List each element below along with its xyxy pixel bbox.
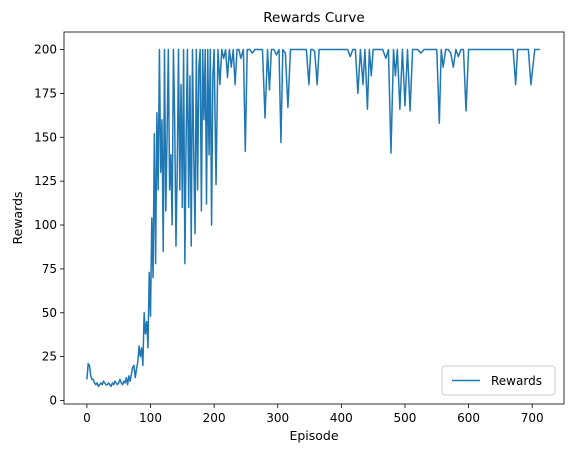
x-tick-label: 0 xyxy=(83,411,91,425)
y-tick-label: 75 xyxy=(42,262,57,276)
x-tick-label: 100 xyxy=(139,411,162,425)
y-tick-label: 100 xyxy=(34,218,57,232)
x-axis-label: Episode xyxy=(289,428,338,443)
y-tick-label: 175 xyxy=(34,86,57,100)
x-tick-label: 700 xyxy=(521,411,544,425)
legend-label-rewards: Rewards xyxy=(491,374,542,388)
y-tick-label: 0 xyxy=(49,393,57,407)
y-tick-label: 50 xyxy=(42,306,57,320)
x-tick-label: 600 xyxy=(457,411,480,425)
chart-title: Rewards Curve xyxy=(263,10,364,26)
x-tick-label: 400 xyxy=(330,411,353,425)
legend: Rewards xyxy=(441,365,556,396)
axes-frame xyxy=(63,31,565,405)
y-axis-label: Rewards xyxy=(10,191,25,244)
x-tick-label: 200 xyxy=(203,411,226,425)
x-axis: 0 100 200 300 400 500 600 700 xyxy=(83,404,544,425)
series-line-rewards xyxy=(86,48,540,388)
x-tick-label: 300 xyxy=(266,411,289,425)
y-tick-label: 25 xyxy=(42,350,57,364)
y-axis: 0 25 50 75 100 125 150 175 200 xyxy=(34,43,64,407)
y-tick-label: 125 xyxy=(34,174,57,188)
y-tick-label: 200 xyxy=(34,43,57,57)
x-tick-label: 500 xyxy=(394,411,417,425)
y-tick-label: 150 xyxy=(34,130,57,144)
plot-area xyxy=(86,48,540,388)
legend-box xyxy=(441,365,556,396)
